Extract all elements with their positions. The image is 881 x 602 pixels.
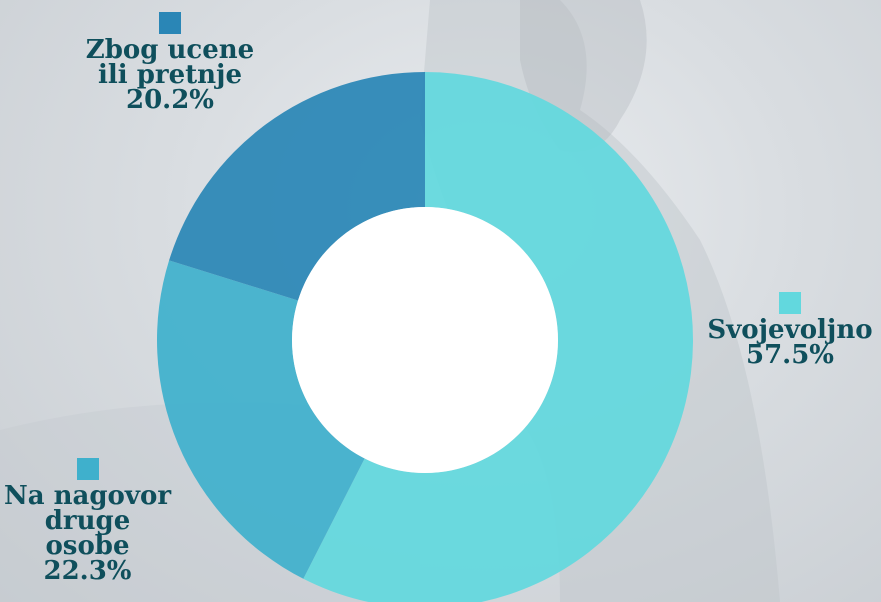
legend-pct-svojevoljno: 57.5%	[745, 340, 835, 370]
legend-na-nagovor: Na nagovor druge osobe 22.3%	[0, 458, 175, 584]
legend-label-na-nagovor-line1: Na nagovor	[3, 481, 172, 511]
slice-zbog-ucene	[169, 72, 425, 301]
legend-label-svojevoljno: Svojevoljno	[707, 315, 873, 345]
legend-svojevoljno: Svojevoljno 57.5%	[700, 292, 880, 368]
legend-zbog-ucene: Zbog ucene ili pretnje 20.2%	[60, 12, 280, 113]
legend-label-na-nagovor-line2: druge osobe	[44, 506, 131, 561]
legend-pct-zbog-ucene: 20.2%	[125, 85, 215, 115]
legend-swatch-zbog-ucene	[159, 12, 181, 34]
donut-hole	[292, 207, 558, 473]
legend-swatch-svojevoljno	[779, 292, 801, 314]
legend-swatch-na-nagovor	[76, 458, 99, 480]
legend-label-zbog-ucene-line2: ili pretnje	[98, 60, 242, 90]
slice-svojevoljno	[303, 72, 693, 602]
slice-na-nagovor	[156, 260, 365, 579]
legend-label-zbog-ucene-line1: Zbog ucene	[85, 35, 255, 65]
legend-pct-na-nagovor: 22.3%	[43, 556, 132, 586]
